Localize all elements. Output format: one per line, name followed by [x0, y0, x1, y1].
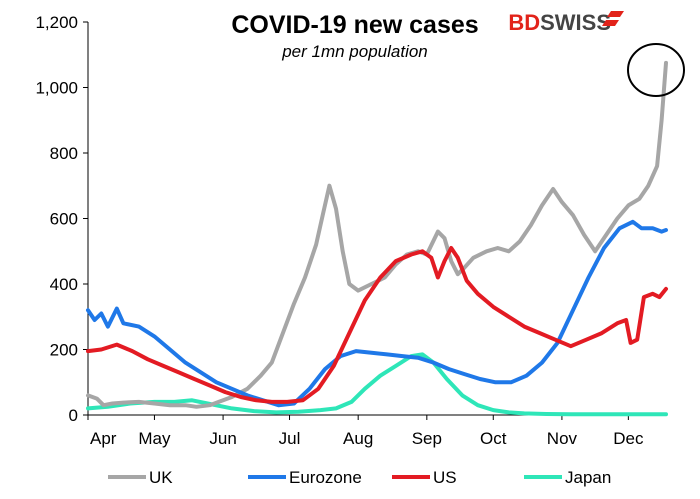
axes: 0 200 400 600 800 1,000 1,200 Apr May Jun Jul Aug Se… — [35, 13, 666, 448]
series-line-uk — [86, 60, 668, 409]
y-tick-label: 800 — [50, 144, 78, 163]
brand-logo: BDSWISS — [508, 10, 611, 35]
x-tick-label: Aug — [343, 429, 373, 448]
highlight-circle — [627, 43, 685, 97]
x-tick-label: Oct — [480, 429, 507, 448]
y-tick-label: 600 — [50, 210, 78, 229]
legend-label: UK — [149, 468, 173, 487]
legend-item-uk: UK — [108, 468, 173, 487]
x-tick-label: May — [138, 429, 171, 448]
y-tick-label: 0 — [69, 406, 78, 425]
x-tick-label: Apr — [90, 429, 117, 448]
x-tick-label: Nov — [547, 429, 578, 448]
y-tick-label: 1,000 — [35, 79, 78, 98]
y-tick-label: 1,200 — [35, 13, 78, 32]
y-tick-label: 400 — [50, 275, 78, 294]
y-tick-label: 200 — [50, 341, 78, 360]
chart-title: COVID-19 new cases — [231, 11, 478, 39]
legend-label: US — [433, 468, 457, 487]
series-line-eurozone — [86, 219, 668, 408]
brand-logo-mark — [602, 11, 624, 26]
chart-annotations: COVID-19 new cases per 1mn population BD… — [231, 10, 685, 97]
legend-item-eurozone: Eurozone — [248, 468, 362, 487]
x-tick-label: Jul — [279, 429, 301, 448]
x-tick-label: Dec — [613, 429, 644, 448]
brand-logo-bd: BD — [508, 10, 540, 35]
legend: UK Eurozone US Japan — [108, 468, 611, 487]
legend-item-us: US — [392, 468, 457, 487]
x-tick-label: Jun — [209, 429, 236, 448]
chart-subtitle: per 1mn population — [281, 42, 428, 61]
legend-label: Japan — [565, 468, 611, 487]
series-line-us — [86, 246, 668, 404]
x-tick-label: Sep — [412, 429, 442, 448]
brand-logo-swiss: SWISS — [540, 10, 611, 35]
series-lines — [86, 60, 668, 417]
series-line-japan — [86, 352, 668, 417]
legend-item-japan: Japan — [524, 468, 611, 487]
legend-label: Eurozone — [289, 468, 362, 487]
